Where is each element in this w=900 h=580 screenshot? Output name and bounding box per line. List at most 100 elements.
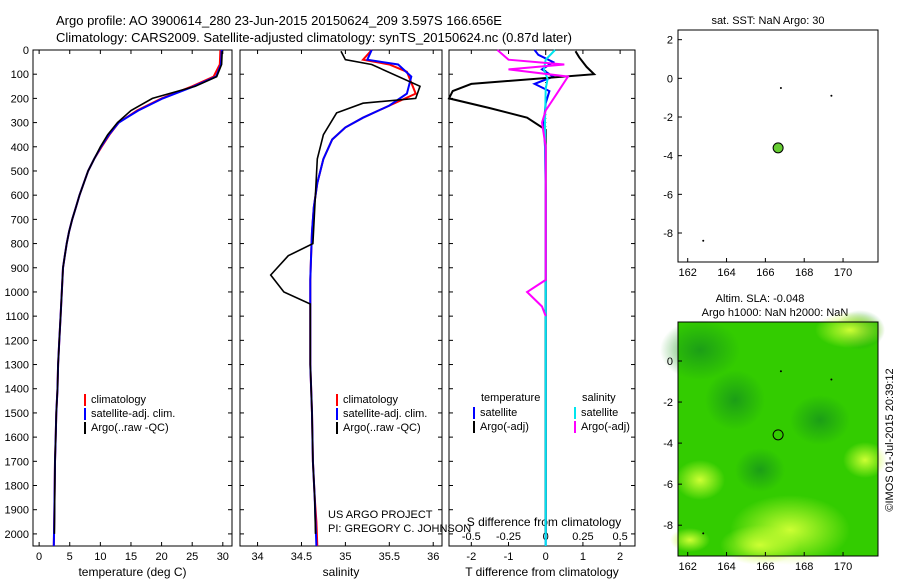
series-line-climatology xyxy=(52,49,222,547)
series-line-diff-2 xyxy=(542,49,556,546)
x-tick-label: 0 xyxy=(36,551,42,563)
panel-sst_map: 162 164 166 168 170 2 0 -2 -4 -6 -8 xyxy=(663,29,879,279)
credit-text: ©IMOS 01-Jul-2015 20:39:12 xyxy=(884,368,896,511)
profile-location-marker xyxy=(772,142,784,154)
x-tick-label: 35.5 xyxy=(379,551,400,563)
project-line-1: US ARGO PROJECT xyxy=(328,509,433,521)
sla-map-title: Altim. SLA: -0.048 xyxy=(716,293,805,305)
map-x-tick-label: 166 xyxy=(756,267,774,279)
depth-tick-label: 2000 xyxy=(5,529,29,541)
panel-temperature: 0 5 10 15 20 25 30 temperature (deg C) climatolo… xyxy=(32,49,233,579)
panel-salinity: 34 34.5 35 35.5 36 salinity climatology satelli… xyxy=(239,49,443,579)
map-x-tick-label: 166 xyxy=(756,561,774,573)
x-tick-label: 10 xyxy=(94,551,106,563)
depth-tick-label: 1500 xyxy=(5,408,29,420)
map-y-tick-label: -6 xyxy=(663,479,673,491)
float-position-dot xyxy=(830,94,833,97)
x-tick-label: -1 xyxy=(504,551,514,563)
series-line-diff-1 xyxy=(447,50,597,534)
header-line-2: Climatology: CARS2009. Satellite-adjuste… xyxy=(56,30,572,45)
header-line-1: Argo profile: AO 3900614_280 23-Jun-2015… xyxy=(56,13,502,28)
map-x-tick-label: 162 xyxy=(679,267,697,279)
depth-tick-label: 1800 xyxy=(5,481,29,493)
legend-label: satellite xyxy=(480,407,517,419)
sla-map-subtitle: Argo h1000: NaN h2000: NaN xyxy=(702,307,849,319)
x-tick-label: 1 xyxy=(580,551,586,563)
map-y-tick-label: -2 xyxy=(663,112,673,124)
panel-sla_map: 162 164 166 168 170 0 -2 -4 -6 -8 xyxy=(660,310,887,573)
plot-frame xyxy=(448,49,636,547)
map-x-tick-label: 164 xyxy=(717,267,735,279)
field-blob xyxy=(720,525,800,565)
legend-label: climatology xyxy=(343,394,399,406)
field-blob xyxy=(815,312,885,348)
map-y-tick-label: -6 xyxy=(663,189,673,201)
x-tick-label: 15 xyxy=(125,551,137,563)
x-tick-label: 34 xyxy=(251,551,263,563)
field-blob xyxy=(735,448,785,492)
map-x-tick-label: 168 xyxy=(795,267,813,279)
float-position-dot xyxy=(779,370,782,373)
field-blob xyxy=(843,442,887,478)
x-axis-label: temperature (deg C) xyxy=(78,565,186,579)
x-axis-label: T difference from climatology xyxy=(465,565,619,579)
depth-tick-label: 1300 xyxy=(5,360,29,372)
profile-location-marker xyxy=(772,429,784,441)
map-y-tick-label: -4 xyxy=(663,151,673,163)
series-line-argoraw xyxy=(269,50,422,534)
legend-title-temperature: temperature xyxy=(481,392,540,404)
figure-header: Argo profile: AO 3900614_280 23-Jun-2015… xyxy=(56,12,572,46)
series-line-climatology xyxy=(309,49,417,547)
plot-frame xyxy=(239,49,443,547)
depth-tick-label: 800 xyxy=(11,239,29,251)
map-frame xyxy=(677,29,879,263)
map-x-tick-label: 170 xyxy=(834,267,852,279)
series-line-argoraw xyxy=(53,51,223,534)
x-tick-label: 36 xyxy=(427,551,439,563)
depth-tick-label: 1900 xyxy=(5,505,29,517)
map-frame xyxy=(677,321,879,557)
series-line-satelliteadj xyxy=(52,49,223,547)
x2-tick-label: 0.5 xyxy=(612,531,627,543)
depth-tick-label: 1200 xyxy=(5,335,29,347)
depth-tick-label: 200 xyxy=(11,93,29,105)
legend-label: Argo(-adj) xyxy=(480,421,529,433)
map-x-tick-label: 170 xyxy=(834,561,852,573)
map-x-tick-label: 162 xyxy=(679,561,697,573)
x2-tick-label: -0.5 xyxy=(462,531,481,543)
project-line-2: PI: GREGORY C. JOHNSON xyxy=(328,523,471,535)
x-tick-label: 34.5 xyxy=(291,551,312,563)
legend-label: satellite xyxy=(581,407,618,419)
map-y-tick-label: 0 xyxy=(667,356,673,368)
series-line-diff-3 xyxy=(496,49,570,317)
field-blob xyxy=(675,460,725,500)
map-y-tick-label: -2 xyxy=(663,397,673,409)
legend-label: satellite-adj. clim. xyxy=(343,408,427,420)
x2-tick-label: 0.25 xyxy=(572,531,593,543)
legend-label: Argo(-adj) xyxy=(581,421,630,433)
x-tick-label: 2 xyxy=(617,551,623,563)
x-tick-label: 5 xyxy=(67,551,73,563)
field-blob xyxy=(660,320,740,380)
legend-label: Argo(..raw -QC) xyxy=(91,422,169,434)
depth-tick-label: 600 xyxy=(11,190,29,202)
sst-map-title: sat. SST: NaN Argo: 30 xyxy=(711,15,824,27)
x2-tick-label: -0.25 xyxy=(496,531,521,543)
depth-tick-label: 1400 xyxy=(5,384,29,396)
float-position-dot xyxy=(779,87,782,89)
field-blob xyxy=(670,528,710,552)
x-tick-label: 20 xyxy=(155,551,167,563)
float-position-dot xyxy=(702,532,705,535)
map-y-tick-label: 0 xyxy=(667,73,673,85)
depth-tick-label: 0 xyxy=(23,45,29,57)
legend-label: satellite-adj. clim. xyxy=(91,408,175,420)
x2-axis-label: S difference from climatology xyxy=(467,515,622,529)
map-x-tick-label: 168 xyxy=(795,561,813,573)
legend-label: Argo(..raw -QC) xyxy=(343,422,421,434)
depth-tick-label: 1100 xyxy=(5,311,29,323)
map-x-tick-label: 164 xyxy=(717,561,735,573)
depth-tick-label: 400 xyxy=(11,142,29,154)
series-line-satelliteadj xyxy=(309,49,413,547)
plot-frame xyxy=(32,49,233,547)
